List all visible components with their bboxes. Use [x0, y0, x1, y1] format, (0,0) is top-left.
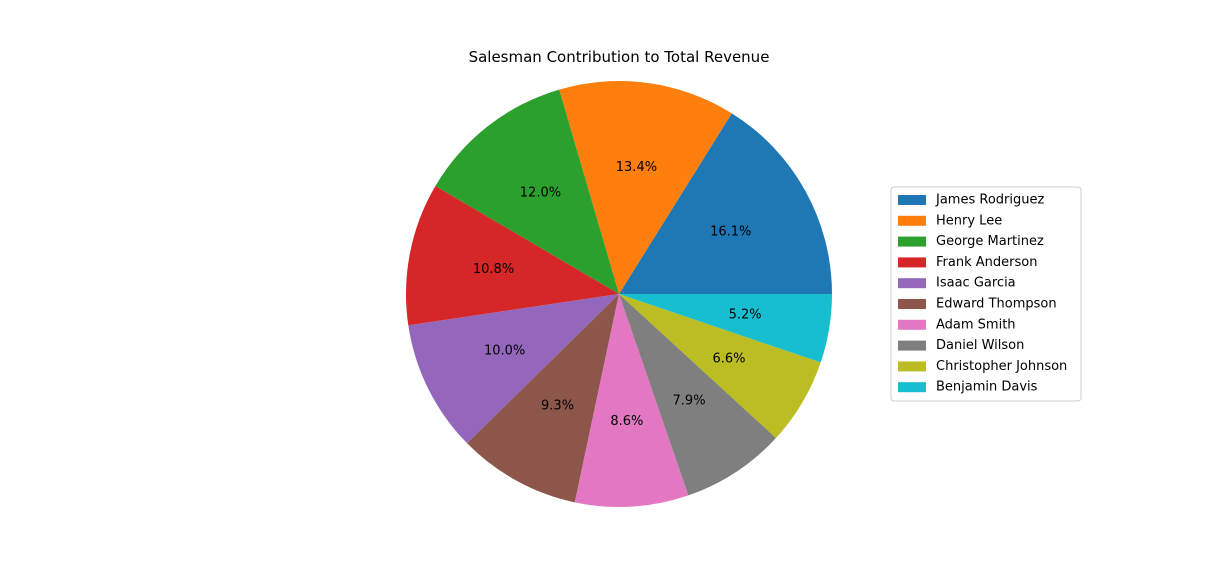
legend-label: Frank Anderson: [936, 255, 1037, 270]
pie-slice-henry-lee: [559, 81, 732, 295]
pie-slice-george-martinez: [435, 89, 619, 294]
legend-swatch: [898, 215, 926, 226]
pie-slice-james-rodriguez: [619, 113, 832, 294]
legend-label: George Martinez: [936, 234, 1044, 249]
slice-percentage-label: 9.3%: [541, 399, 574, 414]
pie-slice-benjamin-davis: [619, 294, 832, 363]
pie-slice-adam-smith: [574, 294, 689, 507]
pie-percentage-labels: 16.1% 13.4% 12.0% 10.8% 10.0% 9.3% 8.6% 7.9% 6.6…: [473, 160, 762, 429]
slice-percentage-label: 13.4%: [616, 160, 657, 175]
slice-percentage-label: 6.6%: [712, 352, 745, 367]
slice-percentage-label: 7.9%: [673, 393, 706, 408]
slice-percentage-label: 10.8%: [473, 262, 514, 277]
pie-slice-isaac-garcia: [408, 294, 619, 444]
legend-swatch: [898, 319, 926, 330]
legend-swatch: [898, 299, 926, 309]
slice-percentage-label: 16.1%: [710, 225, 751, 240]
legend: James Rodriguez Henry Lee George Martinez F…: [890, 186, 1082, 402]
legend-swatch: [898, 278, 926, 289]
pie-slice-daniel-wilson: [619, 294, 776, 496]
chart-title: Salesman Contribution to Total Revenue: [469, 48, 770, 66]
legend-label: Christopher Johnson: [936, 359, 1067, 374]
pie-slices: [405, 81, 832, 507]
legend-swatch: [898, 361, 926, 372]
pie-slice-edward-thompson: [467, 294, 619, 503]
legend-swatch: [898, 236, 926, 247]
legend-swatch: [898, 257, 926, 268]
legend-label: Adam Smith: [936, 317, 1016, 332]
legend-label: James Rodriguez: [935, 193, 1044, 208]
legend-label: Henry Lee: [936, 213, 1002, 228]
legend-swatch: [898, 382, 926, 393]
legend-swatch: [898, 340, 926, 351]
slice-percentage-label: 12.0%: [520, 186, 561, 201]
legend-label: Daniel Wilson: [936, 338, 1024, 353]
pie-slice-frank-anderson: [405, 186, 619, 326]
slice-percentage-label: 5.2%: [729, 307, 762, 322]
slice-percentage-label: 10.0%: [484, 344, 525, 359]
legend-label: Isaac Garcia: [936, 276, 1016, 291]
pie-slice-christopher-johnson: [619, 294, 821, 438]
legend-swatch: [898, 195, 926, 205]
legend-label: Benjamin Davis: [936, 380, 1038, 395]
legend-label: Edward Thompson: [936, 297, 1057, 312]
slice-percentage-label: 8.6%: [610, 414, 643, 429]
legend-frame: [890, 186, 1082, 402]
